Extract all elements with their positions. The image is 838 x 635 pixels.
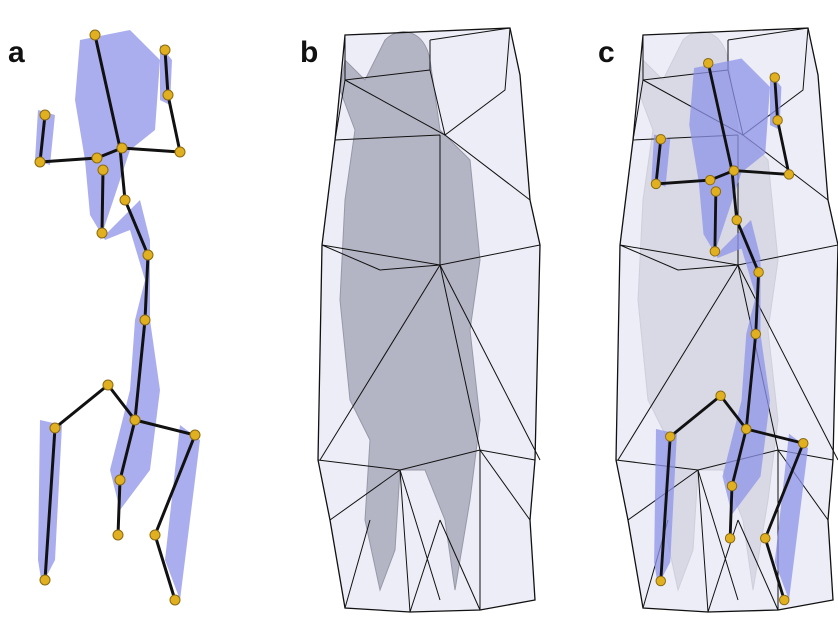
panel-c: c: [598, 28, 838, 612]
panel-label: b: [300, 36, 318, 69]
figure: a b c: [0, 0, 838, 635]
cage-mesh: [318, 28, 540, 612]
panel-label: a: [8, 36, 25, 69]
skeleton: [35, 30, 200, 605]
panel-b: b: [300, 28, 540, 612]
panel-label: c: [598, 36, 615, 69]
panel-a: a: [8, 30, 200, 605]
